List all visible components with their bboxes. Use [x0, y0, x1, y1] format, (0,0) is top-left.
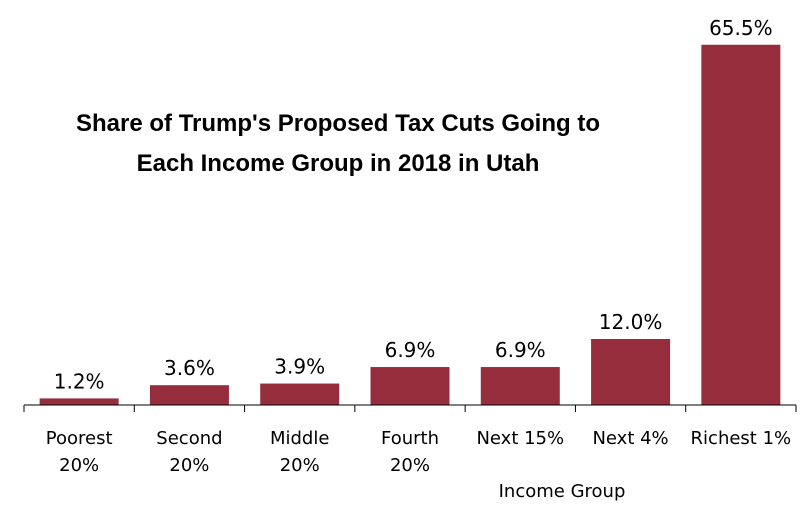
bar — [701, 44, 781, 405]
chart-title: Share of Trump's Proposed Tax Cuts Going… — [0, 104, 676, 184]
bar — [480, 367, 560, 405]
x-tick-label: Fourth — [381, 428, 439, 449]
data-label: 12.0% — [599, 310, 663, 334]
x-tick-label: Next 15% — [476, 428, 564, 449]
chart-title-line-2: Each Income Group in 2018 in Utah — [136, 150, 540, 177]
x-tick-label: Richest 1% — [691, 428, 792, 449]
chart-title-line-1: Share of Trump's Proposed Tax Cuts Going… — [76, 110, 600, 137]
x-tick-label: Second — [156, 428, 222, 449]
x-tick-label: 20% — [390, 455, 430, 476]
data-label: 3.6% — [164, 356, 215, 380]
x-tick-label: Next 4% — [592, 428, 668, 449]
bar — [260, 383, 340, 405]
x-tick-label: 20% — [280, 455, 320, 476]
data-label: 6.9% — [385, 338, 436, 362]
data-label: 3.9% — [274, 355, 325, 379]
bar — [149, 385, 229, 405]
x-tick-label: 20% — [169, 455, 209, 476]
data-label: 65.5% — [709, 16, 773, 40]
bar — [39, 398, 119, 405]
data-label: 1.2% — [54, 369, 105, 393]
x-tick-label: Middle — [270, 428, 329, 449]
x-tick-label: Poorest — [46, 428, 113, 449]
bar — [591, 339, 671, 405]
data-label: 6.9% — [495, 338, 546, 362]
bar — [370, 367, 450, 405]
x-axis-title: Income Group — [499, 481, 626, 502]
x-tick-label: 20% — [59, 455, 99, 476]
